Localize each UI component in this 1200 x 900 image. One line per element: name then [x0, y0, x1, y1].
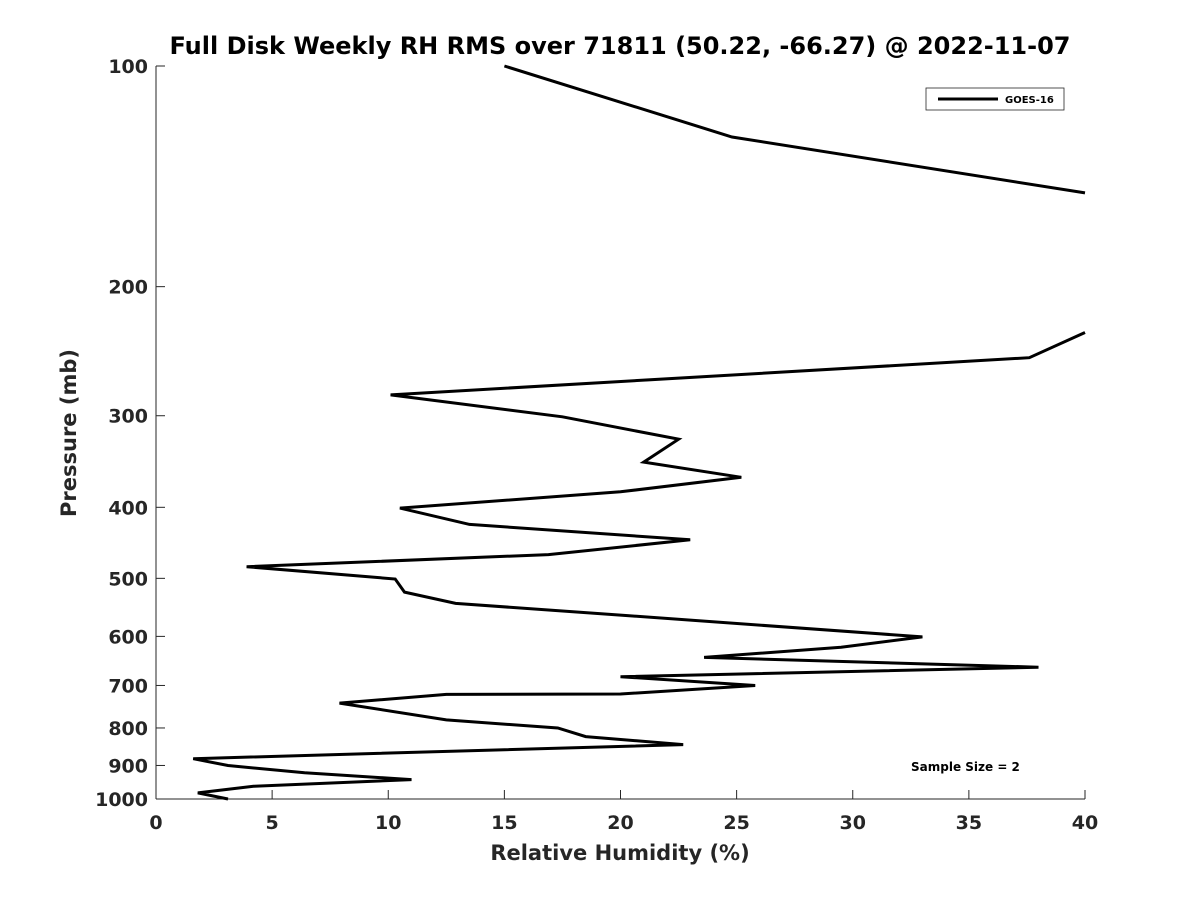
x-tick-label: 10 — [375, 812, 401, 834]
y-axis-title: Pressure (mb) — [57, 349, 81, 517]
y-tick-label: 400 — [108, 497, 148, 519]
x-tick-label: 5 — [266, 812, 279, 834]
x-axis-title: Relative Humidity (%) — [490, 841, 749, 865]
x-tick-label: 15 — [491, 812, 517, 834]
plot-area — [155, 66, 1085, 800]
y-tick-label: 800 — [108, 718, 148, 740]
y-tick-label: 300 — [108, 406, 148, 428]
y-tick-label: 500 — [108, 568, 148, 590]
sample-size-annotation: Sample Size = 2 — [911, 760, 1020, 774]
series-line-goes-16 — [503, 64, 1086, 195]
x-axis: 0 5 10 15 20 25 30 35 40 — [149, 790, 1098, 834]
x-tick-label: 30 — [840, 812, 866, 834]
y-tick-label: 100 — [108, 56, 148, 78]
y-tick-label: 1000 — [95, 789, 148, 811]
chart-title: Full Disk Weekly RH RMS over 71811 (50.2… — [169, 32, 1070, 60]
x-tick-label: 35 — [956, 812, 982, 834]
y-tick-label: 200 — [108, 277, 148, 299]
y-tick-label: 600 — [108, 626, 148, 648]
x-tick-label: 25 — [723, 812, 749, 834]
legend-label-goes-16: GOES-16 — [1005, 95, 1054, 106]
y-tick-label: 700 — [108, 675, 148, 697]
series-line-goes-16 — [192, 331, 1086, 801]
series-layer — [192, 64, 1086, 801]
y-tick-label: 900 — [108, 755, 148, 777]
x-tick-label: 40 — [1072, 812, 1098, 834]
y-axis: 100 200 300 400 500 600 700 800 900 1000 — [95, 56, 165, 811]
x-tick-label: 20 — [607, 812, 633, 834]
legend: GOES-16 — [925, 87, 1065, 111]
x-tick-label: 0 — [149, 812, 162, 834]
